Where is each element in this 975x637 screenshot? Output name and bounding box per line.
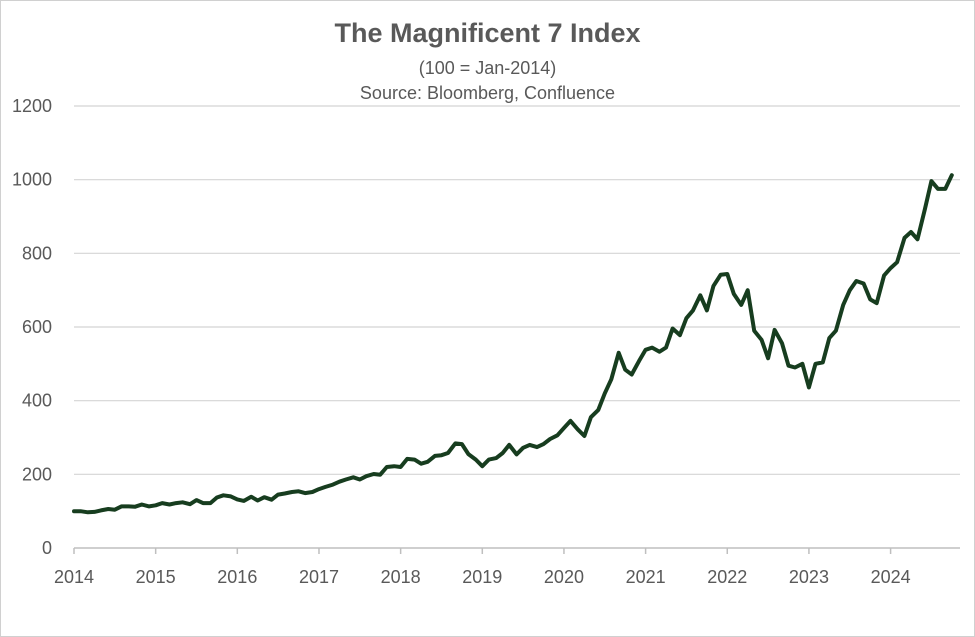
x-tick-label: 2018: [381, 567, 421, 587]
x-tick-label: 2015: [136, 567, 176, 587]
x-tick-label: 2016: [217, 567, 257, 587]
series-lines: [72, 173, 954, 515]
x-tick-label: 2022: [707, 567, 747, 587]
y-tick-label: 400: [22, 391, 52, 411]
y-tick-label: 1200: [12, 96, 52, 116]
y-tick-label: 0: [42, 538, 52, 558]
y-tick-label: 800: [22, 243, 52, 263]
x-axis: 2014 2015 2016 2017 2018 2019 2020 2021 2022 2023…: [54, 547, 960, 587]
series-line: [72, 173, 954, 515]
x-tick-label: 2023: [789, 567, 829, 587]
chart-subtitle: (100 = Jan-2014): [418, 58, 557, 78]
x-tick-label: 2024: [871, 567, 911, 587]
x-tick-label: 2021: [626, 567, 666, 587]
y-tick-label: 200: [22, 464, 52, 484]
y-tick-label: 1000: [12, 170, 52, 190]
x-tick-label: 2017: [299, 567, 339, 587]
x-tick-label: 2020: [544, 567, 584, 587]
y-axis: 0 200 400 600 800 1000 1200: [12, 96, 52, 558]
x-tick-label: 2019: [462, 567, 502, 587]
chart-title: The Magnificent 7 Index: [334, 18, 641, 48]
chart-source: Source: Bloomberg, Confluence: [359, 83, 616, 103]
y-tick-label: 600: [22, 317, 52, 337]
x-tick-label: 2014: [54, 567, 94, 587]
gridlines: [74, 105, 960, 475]
